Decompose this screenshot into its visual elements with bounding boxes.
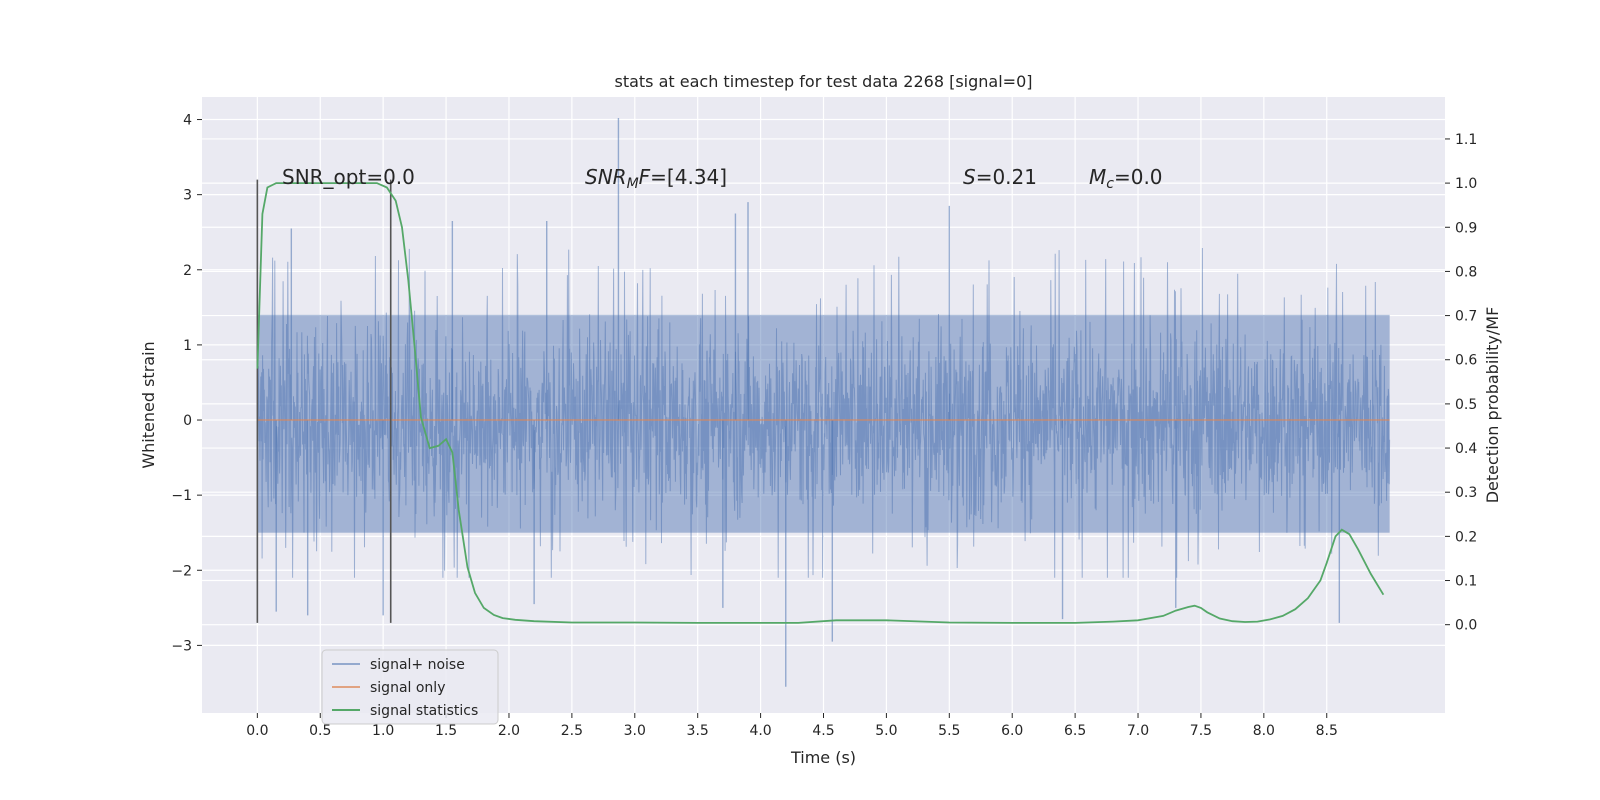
legend-label-signal-noise: signal+ noise bbox=[370, 657, 465, 673]
annotation-mc: Mc=0.0 bbox=[1089, 165, 1163, 192]
y-right-tick-label: 0.7 bbox=[1455, 309, 1477, 325]
x-tick-label: 6.0 bbox=[1001, 723, 1023, 739]
x-tick-label: 0.0 bbox=[246, 723, 268, 739]
noise-dense-band bbox=[257, 314, 1390, 533]
snr-mf-prefix: SNR bbox=[585, 165, 627, 189]
x-tick-label: 2.0 bbox=[498, 723, 520, 739]
y-tick-label: 3 bbox=[183, 188, 192, 204]
legend-box bbox=[321, 649, 499, 725]
y-right-tick-label: 0.9 bbox=[1455, 220, 1477, 236]
y-right-tick-label: 1.0 bbox=[1455, 176, 1477, 192]
x-tick-label: 4.5 bbox=[812, 723, 834, 739]
y-right-tick-label: 1.1 bbox=[1455, 132, 1477, 148]
mc-value: =0.0 bbox=[1114, 165, 1163, 189]
y-tick-label: −2 bbox=[171, 563, 192, 579]
y-right-tick-label: 0.5 bbox=[1455, 397, 1477, 413]
y-tick-label: 4 bbox=[183, 113, 192, 129]
y-tick-label: −3 bbox=[171, 638, 192, 654]
x-tick-label: 8.5 bbox=[1316, 723, 1338, 739]
y-right-tick-label: 0.6 bbox=[1455, 353, 1477, 369]
y-right-tick-label: 0.3 bbox=[1455, 485, 1477, 501]
chart-title: stats at each timestep for test data 226… bbox=[614, 72, 1032, 91]
y-left-axis-ticks: −3 −2 −1 0 1 2 3 4 bbox=[171, 113, 202, 654]
mc-symbol: M bbox=[1089, 165, 1106, 189]
noise-trace bbox=[256, 118, 1391, 687]
x-tick-label: 1.5 bbox=[435, 723, 457, 739]
s-symbol: S bbox=[963, 165, 976, 189]
y-left-axis-label: Whitened strain bbox=[139, 341, 158, 468]
signal-statistics-line bbox=[256, 182, 1385, 624]
y-tick-label: 0 bbox=[183, 413, 192, 429]
noise-trace-path bbox=[256, 247, 1391, 578]
y-right-tick-label: 0.0 bbox=[1455, 618, 1477, 634]
legend-label-signal-only: signal only bbox=[370, 680, 445, 696]
mc-sub: c bbox=[1106, 176, 1114, 192]
marker-lines bbox=[256, 179, 392, 623]
x-tick-label: 1.0 bbox=[372, 723, 394, 739]
y-right-tick-label: 0.2 bbox=[1455, 529, 1477, 545]
legend-label-signal-statistics: signal statistics bbox=[370, 703, 478, 719]
x-tick-label: 8.0 bbox=[1253, 723, 1275, 739]
x-tick-label: 5.5 bbox=[938, 723, 960, 739]
annotation-snr-mf: SNRMF=[4.34] bbox=[585, 165, 727, 192]
y-right-axis-label: Detection probability/MF bbox=[1483, 307, 1502, 504]
x-tick-label: 7.0 bbox=[1127, 723, 1149, 739]
x-tick-label: 3.0 bbox=[624, 723, 646, 739]
x-axis-label: Time (s) bbox=[790, 748, 856, 767]
x-tick-label: 2.5 bbox=[561, 723, 583, 739]
y-tick-label: −1 bbox=[171, 488, 192, 504]
x-tick-label: 0.5 bbox=[309, 723, 331, 739]
y-tick-label: 1 bbox=[183, 338, 192, 354]
s-value: =0.21 bbox=[976, 165, 1037, 189]
x-tick-label: 5.0 bbox=[875, 723, 897, 739]
y-right-tick-label: 0.8 bbox=[1455, 264, 1477, 280]
annotation-snr-opt: SNR_opt=0.0 bbox=[282, 165, 415, 189]
snr-mf-sub: M bbox=[627, 176, 639, 192]
y-right-tick-label: 0.4 bbox=[1455, 441, 1477, 457]
annotation-s: S=0.21 bbox=[963, 165, 1037, 189]
legend: signal+ noise signal only signal statist… bbox=[321, 649, 499, 725]
x-axis-ticks: 0.0 0.5 1.0 1.5 2.0 2.5 3.0 3.5 4.0 4.5 5.0 5.5 6.0 6… bbox=[246, 713, 1338, 739]
x-tick-label: 7.5 bbox=[1190, 723, 1212, 739]
x-tick-label: 6.5 bbox=[1064, 723, 1086, 739]
x-tick-label: 4.0 bbox=[749, 723, 771, 739]
snr-mf-suffix: =[4.34] bbox=[650, 165, 727, 189]
y-right-tick-label: 0.1 bbox=[1455, 574, 1477, 590]
y-tick-label: 2 bbox=[183, 263, 192, 279]
snr-mf-suffix-italic: F bbox=[639, 165, 651, 189]
x-tick-label: 3.5 bbox=[687, 723, 709, 739]
y-right-axis-ticks: 0.0 0.1 0.2 0.3 0.4 0.5 0.6 0.7 0.8 0.9 1.0 1.1 bbox=[1445, 132, 1477, 634]
